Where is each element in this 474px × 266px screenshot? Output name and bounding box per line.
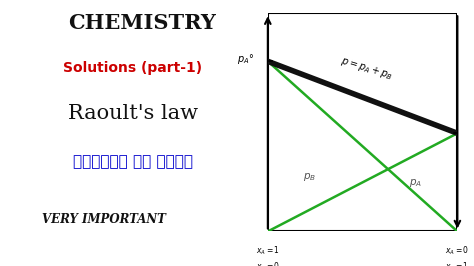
Text: $p_B$: $p_B$ (303, 171, 316, 183)
Text: राउल्ट का नियम: राउल्ट का नियम (73, 154, 193, 169)
Text: Solutions (part-1): Solutions (part-1) (63, 61, 202, 75)
Text: $p = p_A + p_B$: $p = p_A + p_B$ (339, 55, 394, 83)
Text: $x_A = 0$
$x_B = 1$: $x_A = 0$ $x_B = 1$ (445, 244, 470, 266)
Text: CHEMISTRY: CHEMISTRY (68, 13, 216, 33)
Text: Raoult's law: Raoult's law (68, 104, 198, 123)
Text: $p_A°$: $p_A°$ (237, 52, 255, 66)
Text: $p_A$: $p_A$ (409, 177, 422, 189)
Text: VERY IMPORTANT: VERY IMPORTANT (42, 213, 166, 226)
Text: $x_A = 1$
$x_B = 0$: $x_A = 1$ $x_B = 0$ (255, 244, 280, 266)
